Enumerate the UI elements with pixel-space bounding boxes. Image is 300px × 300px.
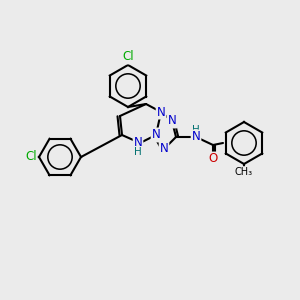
Text: N: N bbox=[152, 128, 160, 142]
Text: Cl: Cl bbox=[25, 151, 37, 164]
Text: H: H bbox=[192, 125, 200, 135]
Text: N: N bbox=[134, 136, 142, 149]
Text: Cl: Cl bbox=[122, 50, 134, 64]
Text: N: N bbox=[192, 130, 200, 143]
Text: CH₃: CH₃ bbox=[235, 167, 253, 177]
Text: N: N bbox=[160, 142, 168, 155]
Text: N: N bbox=[168, 115, 176, 128]
Text: N: N bbox=[157, 106, 165, 118]
Text: O: O bbox=[208, 152, 217, 166]
Text: H: H bbox=[134, 147, 142, 157]
